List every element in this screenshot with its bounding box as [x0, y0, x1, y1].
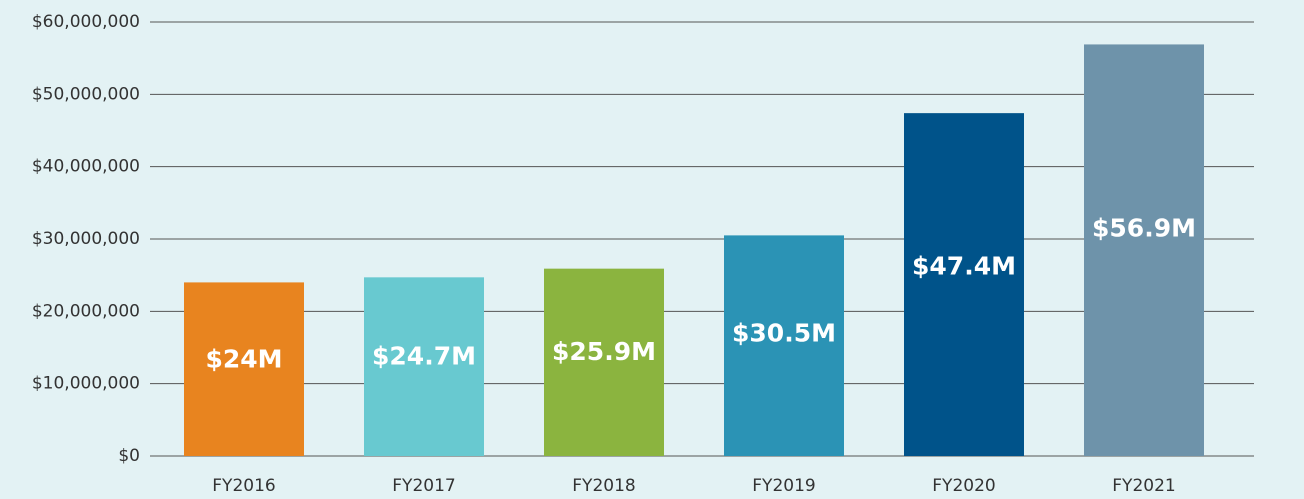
- x-tick-label: FY2019: [752, 476, 815, 496]
- value-label: $47.4M: [912, 251, 1016, 280]
- bar: [364, 277, 484, 456]
- x-tick-label: FY2020: [932, 476, 995, 496]
- bar: [1084, 44, 1204, 456]
- value-label: $30.5M: [732, 319, 836, 348]
- value-label: $25.9M: [552, 337, 656, 366]
- y-tick-label: $10,000,000: [32, 374, 140, 394]
- y-tick-label: $40,000,000: [32, 157, 140, 177]
- y-tick-label: $60,000,000: [32, 12, 140, 32]
- x-tick-label: FY2017: [392, 476, 455, 496]
- x-tick-label: FY2021: [1112, 476, 1175, 496]
- y-tick-label: $50,000,000: [32, 84, 140, 104]
- bar: [184, 282, 304, 456]
- bar: [544, 268, 664, 456]
- value-label: $56.9M: [1092, 214, 1196, 243]
- x-tick-label: FY2016: [212, 476, 275, 496]
- value-label: $24M: [205, 345, 282, 374]
- y-tick-label: $30,000,000: [32, 229, 140, 249]
- x-tick-label: FY2018: [572, 476, 635, 496]
- y-tick-label: $20,000,000: [32, 301, 140, 321]
- bar: [904, 113, 1024, 456]
- bar: [724, 235, 844, 456]
- value-label: $24.7M: [372, 342, 476, 371]
- y-tick-label: $0: [118, 446, 140, 466]
